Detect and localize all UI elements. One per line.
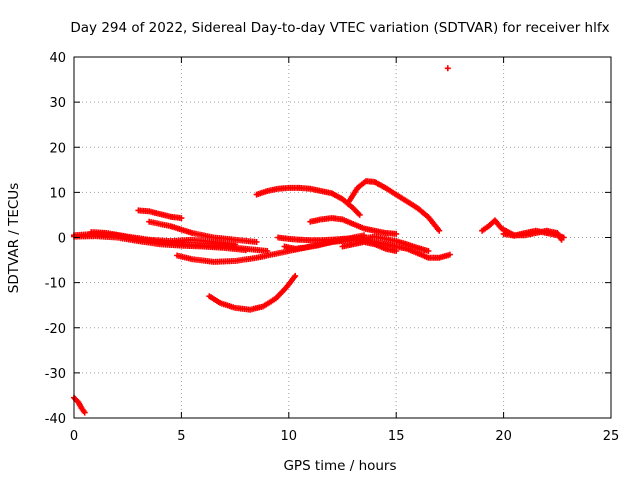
- series-track-12: [281, 233, 432, 254]
- series-track-7: [206, 272, 299, 313]
- y-tick-label: -30: [45, 367, 66, 382]
- chart-title: Day 294 of 2022, Sidereal Day-to-day VTE…: [70, 20, 609, 36]
- y-tick-label: -20: [45, 322, 66, 337]
- y-tick-label: 30: [49, 96, 66, 111]
- data-point-marker: [436, 227, 443, 234]
- x-tick-label: 10: [281, 429, 298, 444]
- series-track-3: [88, 229, 239, 248]
- data-point-marker: [178, 215, 185, 222]
- y-tick-label: 10: [49, 186, 66, 201]
- x-tick-label: 0: [70, 429, 78, 444]
- data-point-marker: [264, 248, 271, 254]
- y-tick-label: 0: [58, 232, 66, 247]
- data-point-marker: [425, 248, 432, 254]
- x-tick-label: 20: [495, 429, 512, 444]
- x-axis-label: GPS time / hours: [283, 458, 396, 474]
- x-tick-label: 5: [177, 429, 185, 444]
- data-point-marker: [242, 247, 249, 254]
- data-point-marker: [81, 409, 88, 416]
- series-track-9: [345, 178, 443, 234]
- series-track-15: [500, 227, 567, 241]
- axis-ticks: 0 5 10 15 20 25 -40 -30 -20 -10 0 10 20 30 40: [45, 51, 620, 444]
- series-track-13: [339, 239, 400, 254]
- y-axis-label: SDTVAR / TECUs: [6, 183, 22, 293]
- series-track-14: [479, 217, 565, 243]
- data-point-marker: [446, 251, 453, 258]
- y-tick-label: -10: [45, 277, 66, 292]
- data-point-marker: [292, 272, 299, 279]
- data-point-marker: [393, 248, 400, 254]
- series-track-2: [71, 233, 249, 254]
- data-point-marker: [356, 211, 363, 218]
- x-tick-label: 15: [388, 429, 405, 444]
- data-point-marker: [444, 65, 451, 72]
- y-tick-label: -40: [45, 412, 66, 427]
- y-tick-label: 20: [49, 141, 66, 156]
- series-track-10: [307, 215, 400, 237]
- x-tick-label: 25: [603, 429, 620, 444]
- data-point-marker: [253, 239, 260, 245]
- data-points: [71, 65, 567, 416]
- data-point-marker: [393, 230, 400, 237]
- y-tick-label: 40: [49, 51, 66, 66]
- data-point-marker: [560, 234, 567, 241]
- series-outlier: [444, 65, 451, 72]
- series-track-5: [146, 218, 260, 245]
- series-track-4: [135, 207, 185, 222]
